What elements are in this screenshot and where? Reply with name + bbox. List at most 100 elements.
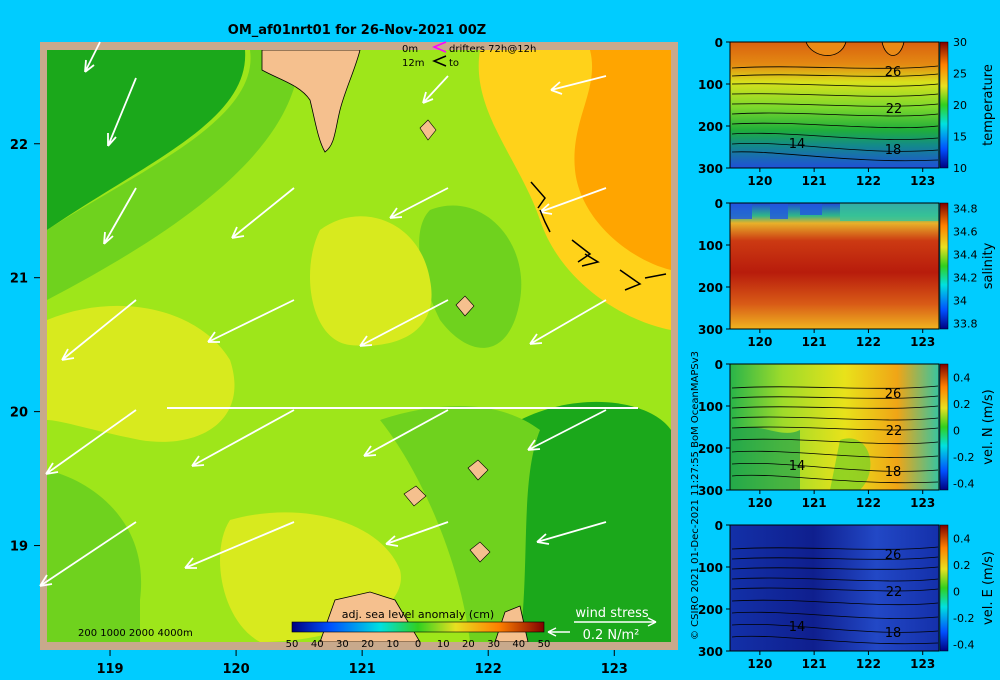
- wind-arrow-small: [547, 627, 570, 637]
- panel-colorbar-tick-label: 34.2: [953, 271, 978, 284]
- salinity-colorbar: [939, 202, 949, 330]
- panel-y-tick-label: 0: [715, 197, 723, 211]
- contour-label: 18: [885, 626, 902, 641]
- panel-y-tick-label: 200: [698, 603, 723, 617]
- panel-colorbar-tick-label: 0: [953, 424, 960, 437]
- wind-arrow: [231, 187, 295, 239]
- contour-label: 14: [789, 620, 806, 635]
- drifter-track: [644, 273, 667, 279]
- wind-arrow: [539, 187, 607, 215]
- salinity-frame: [729, 202, 940, 330]
- panel-labels: 120 121 122 123 0 100 200 300 30 25 20 15 10 temperat…: [698, 36, 996, 671]
- panel-y-tick-label: 200: [698, 442, 723, 456]
- panel-colorbar-tick-label: 0.4: [953, 532, 971, 545]
- drifter-track: [539, 209, 551, 233]
- wind-arrow: [191, 409, 295, 467]
- land-island-3: [467, 459, 489, 481]
- panel-y-tick-label: 0: [715, 519, 723, 533]
- wind-arrow: [103, 187, 137, 245]
- panel-x-tick-label: 121: [802, 335, 827, 349]
- panel-y-tick-label: 300: [698, 645, 723, 659]
- panel-colorbar-tick-label: -0.2: [953, 612, 974, 625]
- panel-y-tick-label: 100: [698, 400, 723, 414]
- panel-x-tick-label: 120: [747, 657, 772, 671]
- colorbar-tick-label: 50: [538, 639, 551, 650]
- map-x-tick-label: 120: [223, 662, 250, 677]
- panel-x-tick-label: 120: [747, 496, 772, 510]
- panel-x-tick-label: 120: [747, 335, 772, 349]
- panel-y-tick-label: 300: [698, 162, 723, 176]
- temperature-colorbar: [939, 41, 949, 169]
- panel-colorbar-tick-label: 0.2: [953, 559, 971, 572]
- land-island-1: [419, 119, 437, 141]
- vel-n-frame: [729, 363, 940, 491]
- panel-ylabel: vel. N (m/s): [981, 389, 996, 464]
- contour-label: 22: [886, 585, 903, 600]
- colorbar-tick-label: 0: [415, 639, 421, 650]
- sla-low-region-southwest: [47, 470, 142, 642]
- panel-x-tick-label: 122: [856, 174, 881, 188]
- map-y-tick-label: 21: [10, 272, 28, 287]
- side-credit: © CSIRO 2021 01-Dec-2021 11:27:55 BoM Oc…: [690, 351, 701, 640]
- wind-stress-legend: wind stress 0.2 N/m²: [547, 606, 657, 643]
- colorbar-tick-label: 20: [361, 639, 374, 650]
- contour-label: 14: [789, 459, 806, 474]
- panel-colorbar-tick-label: 0.2: [953, 398, 971, 411]
- land-island-2: [455, 295, 475, 317]
- colorbar-bar: [291, 621, 545, 633]
- sla-low-region-central: [419, 205, 522, 348]
- temperature-frame: [729, 41, 940, 169]
- panel-x-tick-label: 121: [802, 496, 827, 510]
- wind-arrow: [363, 409, 449, 457]
- vel-e-frame: [729, 524, 940, 652]
- contour-label: 18: [885, 143, 902, 158]
- drifter-track: [581, 253, 600, 267]
- panel-x-tick-label: 122: [856, 657, 881, 671]
- wind-arrow: [385, 521, 449, 547]
- land-island-4: [403, 485, 427, 507]
- wind-stress-scale: 0.2 N/m²: [583, 628, 640, 643]
- wind-arrow: [529, 299, 607, 345]
- panel-y-tick-label: 100: [698, 239, 723, 253]
- panel-ylabel: salinity: [981, 242, 996, 289]
- legend-12m: 12m: [402, 58, 424, 69]
- panel-colorbar-tick-label: -0.4: [953, 638, 974, 651]
- section-panels: 120 121 122 123 0 100 200 300 30 25 20 15 10 temperat…: [698, 36, 996, 671]
- panel-colorbar-tick-label: 34.4: [953, 249, 978, 262]
- contour-label: 26: [885, 548, 902, 563]
- legend-drifters: drifters 72h@12h: [449, 44, 536, 55]
- wind-arrow: [389, 187, 449, 219]
- colorbar-tick-label: 40: [311, 639, 324, 650]
- colorbar-tick-label: 40: [512, 639, 525, 650]
- panel-y-tick-label: 0: [715, 36, 723, 50]
- panel-colorbar-tick-label: 0: [953, 585, 960, 598]
- panel-temperature: [729, 41, 949, 169]
- wind-arrow: [107, 77, 137, 147]
- panel-colorbar-tick-label: 0.4: [953, 371, 971, 384]
- panel-colorbar-tick-label: 25: [953, 68, 967, 81]
- wind-arrows: [39, 41, 607, 587]
- temperature-contours: [731, 65, 939, 162]
- bathymetry-legend: 200 1000 2000 4000m: [78, 628, 193, 639]
- panel-x-tick-label: 121: [802, 657, 827, 671]
- sla-high-region-northeast2: [574, 50, 671, 270]
- land-island-5: [469, 541, 491, 563]
- panel-colorbar-tick-label: 33.8: [953, 317, 978, 330]
- vel-e-contours: [731, 546, 939, 645]
- temperature-warm-contour: [805, 41, 905, 56]
- wind-arrow: [422, 75, 449, 104]
- map-x-tick-label: 123: [601, 662, 628, 677]
- contour-label: 26: [885, 65, 902, 80]
- panel-x-tick-label: 123: [910, 335, 935, 349]
- panel-y-tick-label: 200: [698, 120, 723, 134]
- vel-n-mid-patch: [830, 438, 871, 490]
- wind-arrow: [39, 521, 137, 587]
- colorbar-ticks: 50 40 30 20 10 0 10 20 30 40 50: [286, 639, 551, 650]
- panel-x-tick-label: 123: [910, 174, 935, 188]
- panel-colorbar-tick-label: 34: [953, 294, 967, 307]
- map-title: OM_af01nrt01 for 26-Nov-2021 00Z: [228, 23, 486, 38]
- colorbar-title: adj. sea level anomaly (cm): [342, 608, 494, 621]
- panel-colorbar-tick-label: -0.2: [953, 451, 974, 464]
- drifter-legend: 0m 12m drifters 72h@12h to: [402, 41, 536, 69]
- panel-x-tick-label: 120: [747, 174, 772, 188]
